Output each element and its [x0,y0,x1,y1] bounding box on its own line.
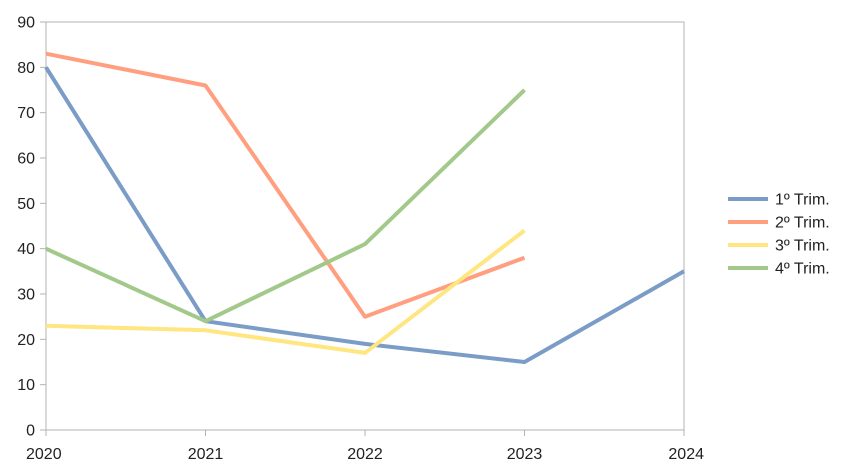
legend-label-3: 3º Trim. [775,238,830,255]
series-line-4 [45,88,526,324]
legend: 1º Trim. 2º Trim. 3º Trim. 4º Trim. [728,192,830,278]
y-tick-label: 0 [26,423,35,440]
y-tick-label: 30 [17,287,35,304]
y-tick-label: 50 [17,196,35,213]
legend-label-1: 1º Trim. [775,192,830,209]
y-tick-label: 10 [17,377,35,394]
series-line-3 [45,228,526,355]
y-axis: 0 10 20 30 40 50 60 70 80 90 [17,15,46,440]
x-tick-label: 2020 [26,446,62,463]
legend-label-2: 2º Trim. [775,215,830,232]
series-line-1 [44,66,685,364]
y-tick-label: 90 [17,15,35,32]
plot-area [45,21,685,431]
series-line-2 [45,51,526,319]
legend-label-4: 4º Trim. [775,261,830,278]
y-tick-label: 80 [17,60,35,77]
y-tick-label: 40 [17,241,35,258]
y-tick-label: 70 [17,105,35,122]
series-lines [44,51,685,364]
x-axis: 2020 2021 2022 2023 2024 [26,430,704,463]
y-tick-label: 20 [17,332,35,349]
x-tick-label: 2023 [507,446,543,463]
x-tick-label: 2021 [188,446,224,463]
x-tick-label: 2024 [668,446,704,463]
x-tick-label: 2022 [347,446,383,463]
y-tick-label: 60 [17,151,35,168]
